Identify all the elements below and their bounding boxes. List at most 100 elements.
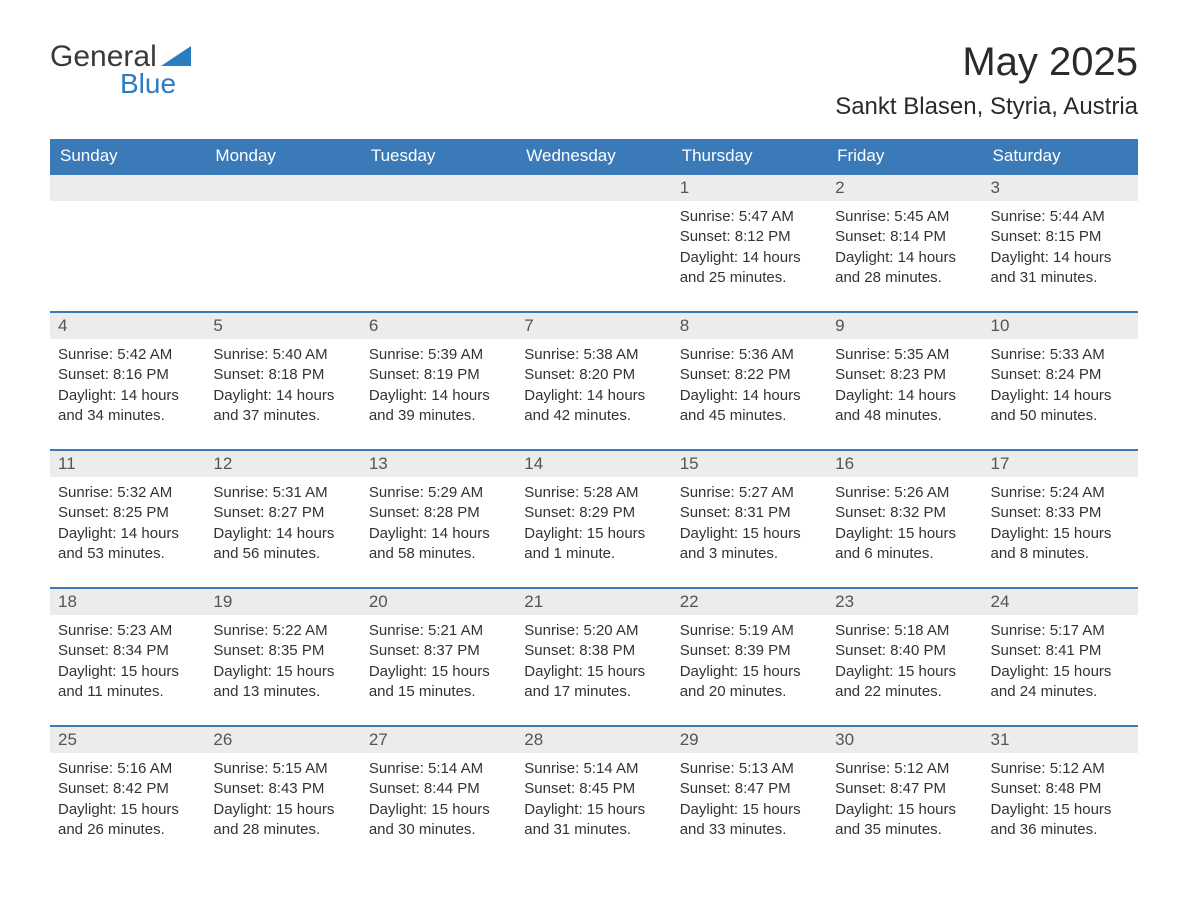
day-cell: 27Sunrise: 5:14 AMSunset: 8:44 PMDayligh… <box>361 726 516 863</box>
sunset-text: Sunset: 8:18 PM <box>213 365 352 385</box>
day-content: Sunrise: 5:36 AMSunset: 8:22 PMDaylight:… <box>672 339 827 449</box>
day-content: Sunrise: 5:20 AMSunset: 8:38 PMDaylight:… <box>516 615 671 725</box>
day-cell: 16Sunrise: 5:26 AMSunset: 8:32 PMDayligh… <box>827 450 982 588</box>
day-content: Sunrise: 5:39 AMSunset: 8:19 PMDaylight:… <box>361 339 516 449</box>
sunset-text: Sunset: 8:47 PM <box>835 779 974 799</box>
day-number: 29 <box>672 727 827 753</box>
day-cell: 20Sunrise: 5:21 AMSunset: 8:37 PMDayligh… <box>361 588 516 726</box>
day-number: 7 <box>516 313 671 339</box>
day-content: Sunrise: 5:33 AMSunset: 8:24 PMDaylight:… <box>983 339 1138 449</box>
sunrise-text: Sunrise: 5:38 AM <box>524 345 663 365</box>
sunset-text: Sunset: 8:39 PM <box>680 641 819 661</box>
day-content-empty <box>205 201 360 311</box>
day-number: 5 <box>205 313 360 339</box>
day-content: Sunrise: 5:14 AMSunset: 8:45 PMDaylight:… <box>516 753 671 863</box>
daylight-text: Daylight: 15 hours and 36 minutes. <box>991 800 1130 841</box>
daylight-text: Daylight: 14 hours and 53 minutes. <box>58 524 197 565</box>
day-content: Sunrise: 5:12 AMSunset: 8:48 PMDaylight:… <box>983 753 1138 863</box>
day-cell: 12Sunrise: 5:31 AMSunset: 8:27 PMDayligh… <box>205 450 360 588</box>
day-cell: 30Sunrise: 5:12 AMSunset: 8:47 PMDayligh… <box>827 726 982 863</box>
day-cell: 19Sunrise: 5:22 AMSunset: 8:35 PMDayligh… <box>205 588 360 726</box>
day-cell: 13Sunrise: 5:29 AMSunset: 8:28 PMDayligh… <box>361 450 516 588</box>
day-cell: 29Sunrise: 5:13 AMSunset: 8:47 PMDayligh… <box>672 726 827 863</box>
sunrise-text: Sunrise: 5:21 AM <box>369 621 508 641</box>
sunset-text: Sunset: 8:45 PM <box>524 779 663 799</box>
sunset-text: Sunset: 8:19 PM <box>369 365 508 385</box>
day-number: 26 <box>205 727 360 753</box>
daylight-text: Daylight: 15 hours and 3 minutes. <box>680 524 819 565</box>
sunrise-text: Sunrise: 5:26 AM <box>835 483 974 503</box>
week-row: 1Sunrise: 5:47 AMSunset: 8:12 PMDaylight… <box>50 174 1138 312</box>
sunset-text: Sunset: 8:31 PM <box>680 503 819 523</box>
day-content: Sunrise: 5:16 AMSunset: 8:42 PMDaylight:… <box>50 753 205 863</box>
sunset-text: Sunset: 8:14 PM <box>835 227 974 247</box>
daylight-text: Daylight: 15 hours and 31 minutes. <box>524 800 663 841</box>
sunrise-text: Sunrise: 5:42 AM <box>58 345 197 365</box>
weekday-header: Tuesday <box>361 139 516 174</box>
day-number: 1 <box>672 175 827 201</box>
daylight-text: Daylight: 14 hours and 34 minutes. <box>58 386 197 427</box>
day-content: Sunrise: 5:21 AMSunset: 8:37 PMDaylight:… <box>361 615 516 725</box>
day-number: 31 <box>983 727 1138 753</box>
day-number: 12 <box>205 451 360 477</box>
day-content-empty <box>50 201 205 311</box>
daylight-text: Daylight: 15 hours and 13 minutes. <box>213 662 352 703</box>
day-cell: 2Sunrise: 5:45 AMSunset: 8:14 PMDaylight… <box>827 174 982 312</box>
sunrise-text: Sunrise: 5:28 AM <box>524 483 663 503</box>
sunrise-text: Sunrise: 5:44 AM <box>991 207 1130 227</box>
logo-triangle-icon <box>161 44 191 71</box>
sunset-text: Sunset: 8:42 PM <box>58 779 197 799</box>
location-text: Sankt Blasen, Styria, Austria <box>835 93 1138 121</box>
calendar-table: Sunday Monday Tuesday Wednesday Thursday… <box>50 139 1138 863</box>
sunrise-text: Sunrise: 5:47 AM <box>680 207 819 227</box>
daylight-text: Daylight: 15 hours and 35 minutes. <box>835 800 974 841</box>
sunset-text: Sunset: 8:25 PM <box>58 503 197 523</box>
day-cell: 1Sunrise: 5:47 AMSunset: 8:12 PMDaylight… <box>672 174 827 312</box>
day-number-empty <box>516 175 671 201</box>
sunset-text: Sunset: 8:16 PM <box>58 365 197 385</box>
day-content: Sunrise: 5:45 AMSunset: 8:14 PMDaylight:… <box>827 201 982 311</box>
day-content: Sunrise: 5:42 AMSunset: 8:16 PMDaylight:… <box>50 339 205 449</box>
day-number: 3 <box>983 175 1138 201</box>
weekday-header: Thursday <box>672 139 827 174</box>
sunrise-text: Sunrise: 5:45 AM <box>835 207 974 227</box>
day-content: Sunrise: 5:35 AMSunset: 8:23 PMDaylight:… <box>827 339 982 449</box>
sunrise-text: Sunrise: 5:31 AM <box>213 483 352 503</box>
day-content: Sunrise: 5:44 AMSunset: 8:15 PMDaylight:… <box>983 201 1138 311</box>
day-cell: 7Sunrise: 5:38 AMSunset: 8:20 PMDaylight… <box>516 312 671 450</box>
day-number-empty <box>50 175 205 201</box>
day-cell: 9Sunrise: 5:35 AMSunset: 8:23 PMDaylight… <box>827 312 982 450</box>
sunset-text: Sunset: 8:27 PM <box>213 503 352 523</box>
day-number: 18 <box>50 589 205 615</box>
week-row: 11Sunrise: 5:32 AMSunset: 8:25 PMDayligh… <box>50 450 1138 588</box>
day-cell: 8Sunrise: 5:36 AMSunset: 8:22 PMDaylight… <box>672 312 827 450</box>
day-content: Sunrise: 5:23 AMSunset: 8:34 PMDaylight:… <box>50 615 205 725</box>
sunrise-text: Sunrise: 5:35 AM <box>835 345 974 365</box>
day-content: Sunrise: 5:47 AMSunset: 8:12 PMDaylight:… <box>672 201 827 311</box>
daylight-text: Daylight: 14 hours and 48 minutes. <box>835 386 974 427</box>
sunset-text: Sunset: 8:43 PM <box>213 779 352 799</box>
daylight-text: Daylight: 14 hours and 37 minutes. <box>213 386 352 427</box>
daylight-text: Daylight: 15 hours and 28 minutes. <box>213 800 352 841</box>
weekday-header: Monday <box>205 139 360 174</box>
day-number: 21 <box>516 589 671 615</box>
sunrise-text: Sunrise: 5:40 AM <box>213 345 352 365</box>
day-number: 8 <box>672 313 827 339</box>
day-number: 15 <box>672 451 827 477</box>
sunrise-text: Sunrise: 5:14 AM <box>369 759 508 779</box>
day-cell: 6Sunrise: 5:39 AMSunset: 8:19 PMDaylight… <box>361 312 516 450</box>
day-content: Sunrise: 5:32 AMSunset: 8:25 PMDaylight:… <box>50 477 205 587</box>
day-number: 23 <box>827 589 982 615</box>
day-cell <box>361 174 516 312</box>
sunrise-text: Sunrise: 5:24 AM <box>991 483 1130 503</box>
daylight-text: Daylight: 15 hours and 15 minutes. <box>369 662 508 703</box>
sunset-text: Sunset: 8:37 PM <box>369 641 508 661</box>
daylight-text: Daylight: 14 hours and 39 minutes. <box>369 386 508 427</box>
day-cell: 28Sunrise: 5:14 AMSunset: 8:45 PMDayligh… <box>516 726 671 863</box>
day-cell: 3Sunrise: 5:44 AMSunset: 8:15 PMDaylight… <box>983 174 1138 312</box>
day-cell <box>516 174 671 312</box>
day-cell: 25Sunrise: 5:16 AMSunset: 8:42 PMDayligh… <box>50 726 205 863</box>
day-number: 19 <box>205 589 360 615</box>
sunrise-text: Sunrise: 5:33 AM <box>991 345 1130 365</box>
daylight-text: Daylight: 14 hours and 58 minutes. <box>369 524 508 565</box>
